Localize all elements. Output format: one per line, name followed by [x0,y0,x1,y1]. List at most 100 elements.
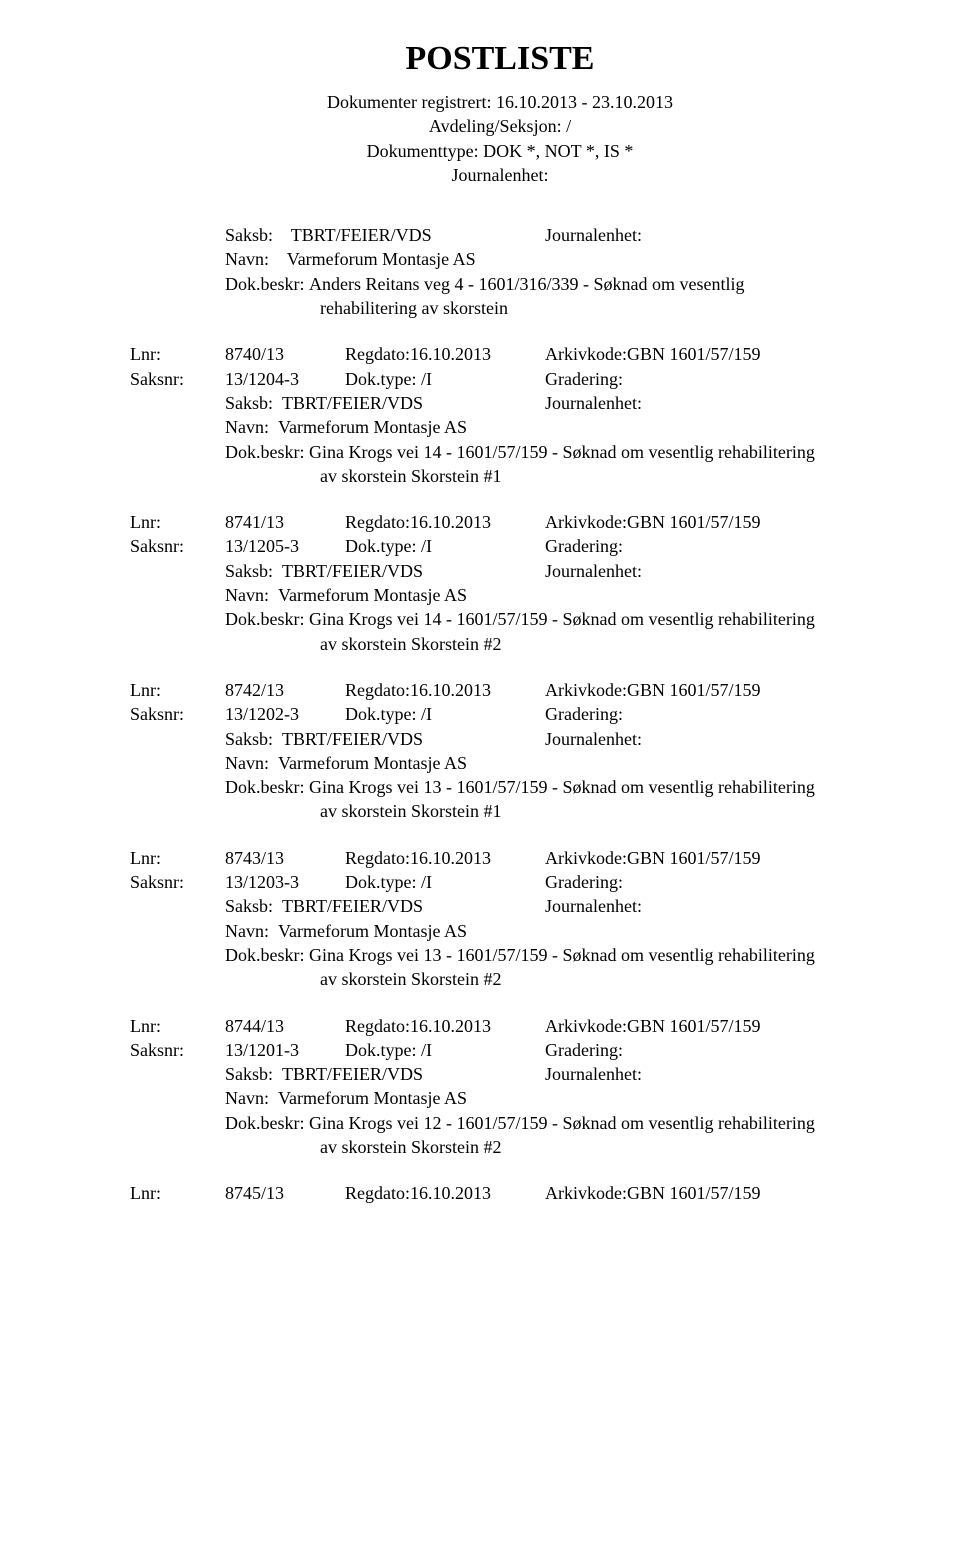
row-saksb: Saksb: TBRT/FEIER/VDS Journalenhet: [130,727,870,751]
row-lnr: Lnr: 8742/13 Regdato:16.10.2013 Arkivkod… [130,678,870,702]
doc-subhead: Dokumenter registrert: 16.10.2013 - 23.1… [130,90,870,187]
label: Saksb: [225,729,273,749]
row-beskr: Dok.beskr: Gina Krogs vei 12 - 1601/57/1… [130,1111,870,1135]
row-saksnr: Saksnr: 13/1201-3 Dok.type: /I Gradering… [130,1038,870,1062]
label: Navn: [225,1088,269,1108]
cell: Saksb: TBRT/FEIER/VDS [225,223,545,247]
value: Gradering: [545,702,870,726]
row-beskr-cont: av skorstein Skorstein #2 [130,1135,870,1159]
label: Lnr: [130,678,225,702]
value: Gina Krogs vei 13 - 1601/57/159 - Søknad… [309,775,815,799]
row-navn: Navn: Varmeforum Montasje AS [130,415,870,439]
value [278,225,287,245]
cell [130,415,225,439]
row-navn: Navn: Varmeforum Montasje AS [130,1086,870,1110]
value: Varmeforum Montasje AS [278,753,467,773]
cell: Navn: Varmeforum Montasje AS [225,1086,545,1110]
cell: Navn: Varmeforum Montasje AS [225,919,545,943]
value: av skorstein Skorstein #1 [225,464,502,488]
value: Dok.type: /I [345,870,545,894]
cell [130,799,225,823]
cell [545,1086,870,1110]
value: Journalenhet: [545,727,870,751]
label: Lnr: [130,1014,225,1038]
cell [130,967,225,991]
row-saksnr: Saksnr: 13/1205-3 Dok.type: /I Gradering… [130,534,870,558]
label: Lnr: [130,510,225,534]
value: TBRT/FEIER/VDS [282,393,423,413]
value: Regdato:16.10.2013 [345,1181,545,1205]
value: Arkivkode:GBN 1601/57/159 [545,846,870,870]
cell [130,1135,225,1159]
top-block: Saksb: TBRT/FEIER/VDS Journalenhet: Navn… [130,223,870,320]
cell [130,1086,225,1110]
cell [130,440,225,464]
row-beskr: Dok.beskr: Gina Krogs vei 14 - 1601/57/1… [130,607,870,631]
value: Gradering: [545,870,870,894]
cell [130,607,225,631]
value: Varmeforum Montasje AS [278,1088,467,1108]
label: Saksnr: [130,702,225,726]
cell: Saksb: TBRT/FEIER/VDS [225,727,545,751]
label: Dok.beskr: [225,775,305,799]
row-saksnr: Saksnr: 13/1203-3 Dok.type: /I Gradering… [130,870,870,894]
value: Arkivkode:GBN 1601/57/159 [545,678,870,702]
value: Journalenhet: [545,894,870,918]
value: rehabilitering av skorstein [225,296,508,320]
row-lnr: Lnr: 8741/13 Regdato:16.10.2013 Arkivkod… [130,510,870,534]
value: Dok.type: /I [345,702,545,726]
label: Saksb: [225,393,273,413]
label: Lnr: [130,1181,225,1205]
value: Journalenhet: [545,391,870,415]
value: Regdato:16.10.2013 [345,846,545,870]
row-beskr: Dok.beskr: Gina Krogs vei 14 - 1601/57/1… [130,440,870,464]
value: Dok.type: /I [345,534,545,558]
row-beskr-cont: av skorstein Skorstein #1 [130,464,870,488]
row-beskr: Dok.beskr: Gina Krogs vei 13 - 1601/57/1… [130,943,870,967]
value: Dok.type: /I [345,1038,545,1062]
cell [130,632,225,656]
subhead-line: Dokumenttype: DOK *, NOT *, IS * [130,139,870,163]
label: Dok.beskr: [225,272,305,296]
label: Dok.beskr: [225,943,305,967]
value: Varmeforum Montasje AS [278,921,467,941]
label: Dok.beskr: [225,607,305,631]
value: 13/1201-3 [225,1038,345,1062]
cell: Saksb: TBRT/FEIER/VDS [225,391,545,415]
value: 8744/13 [225,1014,345,1038]
doc-title: POSTLISTE [130,40,870,78]
cell [130,919,225,943]
label: Saksb: [225,225,273,245]
cell: Saksb: TBRT/FEIER/VDS [225,894,545,918]
label: Saksnr: [130,1038,225,1062]
cell [545,751,870,775]
cell [545,583,870,607]
value: TBRT/FEIER/VDS [282,561,423,581]
cell [130,464,225,488]
label: Navn: [225,249,269,269]
cell: Navn: Varmeforum Montasje AS [225,415,545,439]
value: Varmeforum Montasje AS [287,249,476,269]
value: 8741/13 [225,510,345,534]
row-navn: Navn: Varmeforum Montasje AS [130,751,870,775]
value: av skorstein Skorstein #2 [225,967,502,991]
tail-block: Lnr: 8745/13 Regdato:16.10.2013 Arkivkod… [130,1181,870,1205]
label: Navn: [225,921,269,941]
value: Dok.type: /I [345,367,545,391]
label: Saksb: [225,1064,273,1084]
cell [130,559,225,583]
row-beskr-cont: av skorstein Skorstein #2 [130,967,870,991]
row-lnr: Lnr: 8745/13 Regdato:16.10.2013 Arkivkod… [130,1181,870,1205]
label: Saksnr: [130,870,225,894]
row-saksb: Saksb: TBRT/FEIER/VDS Journalenhet: [130,894,870,918]
value: 8743/13 [225,846,345,870]
cell: Navn: Varmeforum Montasje AS [225,583,545,607]
cell: Saksb: TBRT/FEIER/VDS [225,559,545,583]
label: Lnr: [130,846,225,870]
value: TBRT/FEIER/VDS [282,896,423,916]
value: Regdato:16.10.2013 [345,1014,545,1038]
cell [130,894,225,918]
value: Anders Reitans veg 4 - 1601/316/339 - Sø… [309,272,744,296]
value: Arkivkode:GBN 1601/57/159 [545,342,870,366]
value: 8745/13 [225,1181,345,1205]
